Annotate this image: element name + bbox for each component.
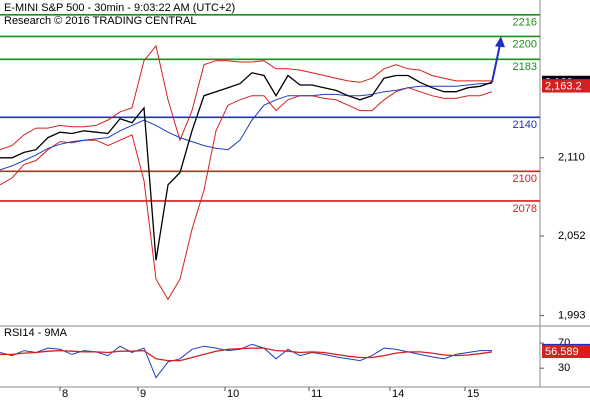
series-line	[0, 347, 493, 362]
x-tick-label: 8	[62, 388, 68, 400]
y-tick-label: 30	[558, 362, 570, 374]
series-line	[0, 44, 492, 151]
y-tick-label: 2,052	[558, 230, 586, 242]
level-label: 2140	[513, 119, 537, 131]
x-tick-label: 11	[311, 388, 322, 400]
target-arrowhead	[495, 36, 505, 48]
level-label: 2200	[513, 38, 537, 50]
series-line	[0, 72, 493, 261]
y-tick-label: 1,993	[558, 309, 586, 321]
last-value-label: 56.589	[545, 346, 579, 358]
level-label: 2078	[513, 203, 537, 215]
level-label: 2100	[513, 173, 537, 185]
chart-subtitle: Research © 2016 TRADING CENTRAL	[4, 15, 197, 27]
y-tick-label: 2,110	[558, 152, 585, 164]
level-label: 2216	[513, 17, 537, 29]
level-label: 2183	[513, 61, 537, 73]
rsi-title: RSI14 - 9MA	[4, 327, 68, 339]
last-value-box	[542, 79, 590, 93]
x-tick-label: 10	[227, 388, 239, 400]
target-arrow	[491, 44, 501, 83]
last-value-label: 2,163.2	[545, 80, 582, 92]
series-line	[0, 83, 492, 171]
chart-title: E-MINI S&P 500 - 30min - 9:03:22 AM (UTC…	[4, 2, 235, 14]
last-value-box	[542, 344, 590, 358]
x-tick-label: 14	[392, 388, 404, 400]
x-tick-label: 9	[140, 388, 146, 400]
x-tick-label: 15	[467, 388, 479, 400]
